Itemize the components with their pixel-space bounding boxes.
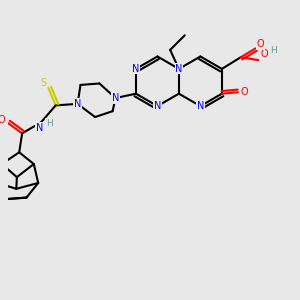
Text: N: N xyxy=(154,101,161,111)
Text: O: O xyxy=(257,39,265,49)
Text: S: S xyxy=(40,78,46,88)
Text: H: H xyxy=(46,119,53,128)
Text: O: O xyxy=(0,115,5,125)
Text: N: N xyxy=(112,93,119,103)
Text: N: N xyxy=(175,64,183,74)
Text: H: H xyxy=(270,46,277,55)
Text: N: N xyxy=(74,99,81,109)
Text: N: N xyxy=(36,122,43,133)
Text: N: N xyxy=(197,101,204,111)
Text: O: O xyxy=(241,87,248,97)
Text: O: O xyxy=(260,49,268,59)
Text: N: N xyxy=(132,64,140,74)
